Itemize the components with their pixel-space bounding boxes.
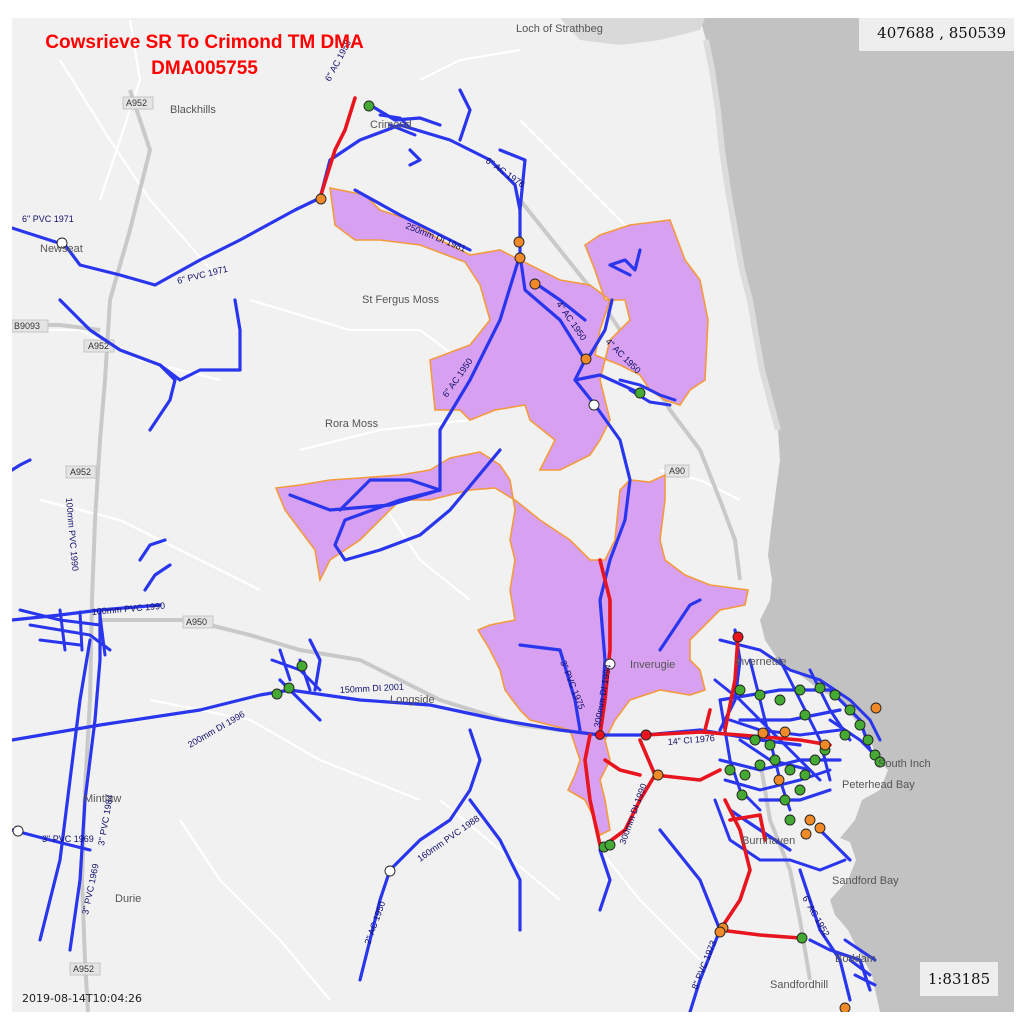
- water-mains-blue: [12, 88, 872, 1012]
- road-label-boxes: [12, 96, 690, 976]
- trunk-mains-red: [318, 96, 832, 940]
- road-label-a950: A950: [186, 617, 207, 627]
- label-mintlaw: Mintlaw: [84, 793, 121, 805]
- place-labels: Loch of Strathbeg Blackhills St Fergus M…: [40, 23, 931, 991]
- label-south-inch: South Inch: [878, 758, 931, 770]
- sea-area: [700, 18, 1014, 1012]
- road-a952-north: [79, 89, 153, 1012]
- label-newseat: Newseat: [40, 243, 83, 255]
- label-invernettie: Invernettie: [735, 656, 786, 668]
- valves-orange: [315, 193, 882, 1012]
- label-burnhaven: Burnhaven: [742, 835, 795, 847]
- timestamp: 2019-08-14T10:04:26: [22, 992, 143, 1005]
- road-labels: A952 A90 A950 B9093 A952 A952 A952: [14, 98, 685, 974]
- pipe-label-3: 6" PVC 1971: [22, 214, 74, 224]
- road-a90: [518, 198, 742, 581]
- valves-red: [595, 631, 744, 741]
- label-loch: Loch of Strathbeg: [516, 23, 603, 35]
- pipe-label-18: 3" PVC 1969: [42, 834, 94, 844]
- map-title: Cowsrieve SR To Crimond TM DMA DMA005755: [12, 30, 397, 82]
- pipe-label-14: 14" CI 1976: [667, 733, 715, 747]
- map-canvas[interactable]: Loch of Strathbeg Blackhills St Fergus M…: [12, 18, 1014, 1012]
- coast-beach: [703, 39, 781, 431]
- road-label-a952-low: A952: [70, 467, 91, 477]
- dma-id: DMA005755: [151, 58, 258, 79]
- road-label-a952-bottom: A952: [73, 964, 94, 974]
- loch-of-strathbeg: [560, 18, 705, 45]
- dma-zone[interactable]: [274, 186, 749, 837]
- label-sandford-bay: Sandford Bay: [832, 875, 899, 887]
- label-st-fergus-moss: St Fergus Moss: [362, 294, 440, 306]
- label-peterhead-bay: Peterhead Bay: [842, 779, 915, 791]
- label-sandfordhill: Sandfordhill: [770, 979, 828, 991]
- label-blackhills: Blackhills: [170, 104, 216, 116]
- road-label-a90: A90: [669, 466, 685, 476]
- label-inverugie: Inverugie: [630, 659, 675, 671]
- label-boddam: Boddam: [835, 953, 876, 965]
- road-label-b9093: B9093: [14, 321, 40, 331]
- valves-green: [271, 100, 886, 944]
- label-rora-moss: Rora Moss: [325, 418, 379, 430]
- scale-readout: 1:83185: [920, 962, 998, 996]
- valves-white: [12, 237, 616, 877]
- pipe-label-10: 150mm DI 2001: [340, 682, 404, 695]
- label-longside: Longside: [390, 694, 435, 706]
- label-durie: Durie: [115, 893, 141, 905]
- label-crimond: Crimond: [370, 119, 412, 131]
- road-label-a952-mid: A952: [88, 341, 109, 351]
- dma-name: Cowsrieve SR To Crimond TM DMA: [45, 32, 364, 53]
- road-label-a952-top: A952: [126, 98, 147, 108]
- coordinate-readout: 407688 , 850539: [859, 18, 1014, 51]
